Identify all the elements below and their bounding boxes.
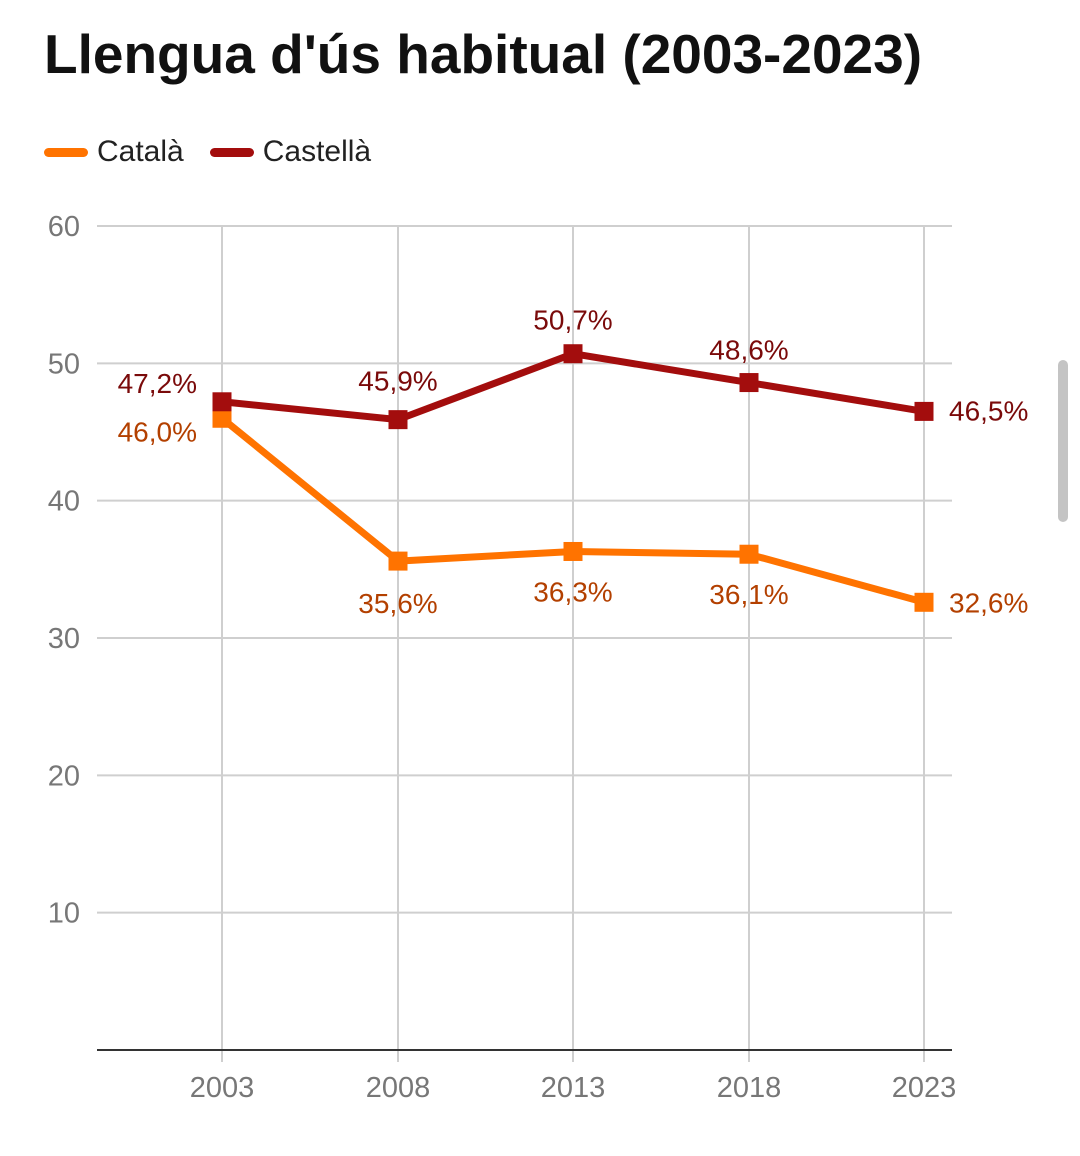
point-catala-2018 — [739, 544, 759, 564]
legend: Català Castellà — [44, 132, 397, 172]
y-tick-label-50: 50 — [48, 348, 80, 380]
grid — [97, 225, 952, 1062]
data-label-castella-2018: 48,6% — [709, 335, 788, 366]
y-tick-label-60: 60 — [48, 211, 80, 243]
point-castella-2023 — [914, 401, 934, 421]
point-catala-2013 — [563, 541, 583, 561]
legend-label-catala: Català — [97, 135, 184, 168]
y-tick-label-30: 30 — [48, 623, 80, 655]
x-tick-label-2013: 2013 — [541, 1072, 606, 1104]
x-tick-label-2003: 2003 — [190, 1072, 255, 1104]
axes: 60 50 40 30 20 10 2003 2008 2013 2018 2023 — [48, 211, 957, 1104]
data-label-catala-2018: 36,1% — [709, 579, 788, 610]
point-catala-2008 — [388, 551, 408, 571]
x-tick-label-2018: 2018 — [717, 1072, 782, 1104]
data-labels: 46,0% 35,6% 36,3% 36,1% 32,6% 47,2% 45,9% 50,7%… — [118, 305, 1029, 619]
legend-swatch-castella — [209, 147, 254, 157]
legend-label-castella: Castellà — [262, 135, 372, 168]
data-label-castella-2008: 45,9% — [358, 366, 437, 397]
y-tick-label-40: 40 — [48, 486, 80, 518]
y-tick-label-20: 20 — [48, 760, 80, 792]
point-castella-2018 — [739, 373, 759, 393]
data-label-castella-2013: 50,7% — [533, 305, 612, 336]
legend-item-catala: Català — [44, 135, 184, 169]
data-label-catala-2013: 36,3% — [533, 576, 612, 607]
data-label-catala-2008: 35,6% — [358, 588, 437, 619]
legend-swatch-catala — [44, 147, 88, 157]
point-castella-2008 — [388, 410, 408, 430]
data-label-castella-2023: 46,5% — [949, 395, 1028, 426]
point-catala-2003 — [212, 408, 232, 428]
series — [212, 344, 934, 612]
point-castella-2013 — [563, 344, 583, 364]
data-label-castella-2003: 47,2% — [118, 368, 197, 399]
point-castella-2003 — [212, 392, 232, 412]
data-label-catala-2023: 32,6% — [949, 587, 1028, 618]
point-catala-2023 — [914, 592, 934, 612]
x-tick-label-2023: 2023 — [892, 1072, 957, 1104]
vertical-scrollbar[interactable] — [1058, 360, 1068, 522]
data-label-catala-2003: 46,0% — [118, 416, 197, 447]
chart-title: Llengua d'ús habitual (2003-2023) — [44, 23, 923, 85]
y-tick-label-10: 10 — [48, 898, 80, 930]
x-tick-label-2008: 2008 — [366, 1072, 431, 1104]
legend-item-castella: Castellà — [209, 135, 372, 169]
